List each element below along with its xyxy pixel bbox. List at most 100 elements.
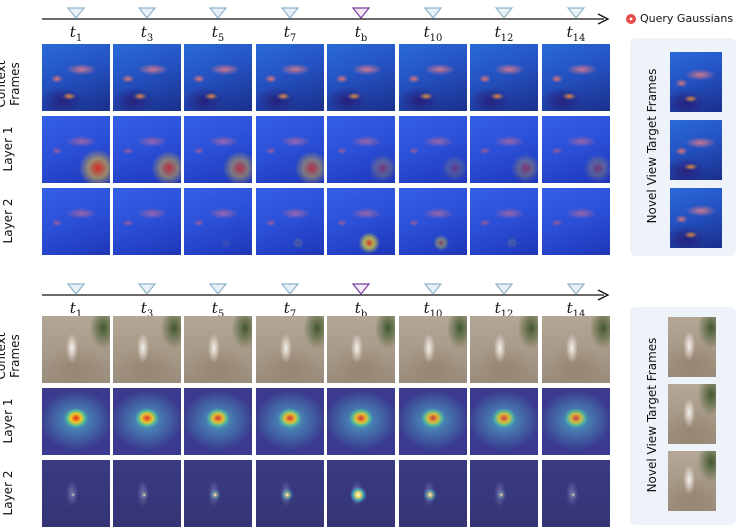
bottom-timestep-base: t (354, 299, 361, 317)
top-timestep-sub: 3 (146, 33, 154, 44)
bottom-timestep-sub: 3 (146, 309, 154, 320)
bottom-timestep-sub: 12 (500, 309, 514, 320)
top-timestep-label: t14 (556, 23, 596, 44)
fish-layer1-attention-frame (113, 116, 181, 183)
cat-layer2-attention-frame (327, 460, 395, 527)
fish-layer2-attention-frame (42, 188, 110, 255)
top-timestep-base: t (354, 23, 361, 41)
cat-layer2-attention-frame (184, 460, 252, 527)
bottom-timestep-base: t (494, 299, 501, 317)
cat-target-panel: Novel View Target Frames (630, 307, 736, 525)
bottom-timestep-label: t3 (127, 299, 167, 320)
bottom-timestep-sub: 7 (289, 309, 297, 320)
top-timestep-sub: 14 (572, 33, 586, 44)
fish-layer2-attention-frame (399, 188, 467, 255)
fish-row-label-context-line1: Context (0, 60, 8, 108)
bottom-timestep-marker-icon (280, 283, 300, 295)
bottom-timestep-label: tb (341, 299, 381, 320)
cat-layer1-attention-frame (327, 388, 395, 455)
top-timestep-marker-icon (494, 7, 514, 19)
cat-row-label-layer2-line1: Layer 2 (1, 470, 15, 515)
top-timestep-label: tb (341, 23, 381, 44)
cat-layer2-attention-frame (399, 460, 467, 527)
query-gaussians-dot (626, 13, 636, 24)
cat-context-frame (470, 316, 538, 383)
cat-context-frame (542, 316, 610, 383)
top-timestep-marker-icon (351, 7, 371, 19)
fish-context-frame (184, 44, 252, 111)
bottom-timestep-marker-icon (351, 283, 371, 295)
cat-layer1-attention-frame (256, 388, 324, 455)
bottom-timestep-marker-icon (137, 283, 157, 295)
fish-layer2-attention-frame (256, 188, 324, 255)
fish-layer1-attention-frame (256, 116, 324, 183)
fish-target-frame (670, 120, 722, 180)
fish-layer1-attention-frame (184, 116, 252, 183)
cat-target-frame (668, 451, 716, 511)
top-timestep-label: t10 (413, 23, 453, 44)
cat-target-panel-label: Novel View Target Frames (645, 337, 659, 493)
cat-target-frame (668, 384, 716, 444)
fish-layer1-attention-frame (42, 116, 110, 183)
cat-row-label-context: Context Frames (0, 322, 22, 390)
cat-layer1-attention-frame (399, 388, 467, 455)
fish-context-frame (542, 44, 610, 111)
fish-layer2-attention-frame (542, 188, 610, 255)
cat-context-frame (256, 316, 324, 383)
top-timestep-base: t (566, 23, 573, 41)
fish-row-label-layer1: Layer 1 (1, 115, 15, 183)
bottom-timestep-marker-icon (66, 283, 86, 295)
cat-layer1-attention-frame (42, 388, 110, 455)
top-timestep-label: t12 (484, 23, 524, 44)
bottom-timestep-base: t (566, 299, 573, 317)
cat-layer1-attention-frame (470, 388, 538, 455)
cat-layer2-attention-frame (542, 460, 610, 527)
fish-layer1-attention-frame (470, 116, 538, 183)
fish-context-frame (42, 44, 110, 111)
cat-target-frame (668, 317, 716, 377)
cat-context-frame (42, 316, 110, 383)
top-timestep-base: t (494, 23, 501, 41)
bottom-timestep-sub: 1 (75, 309, 83, 320)
top-timestep-sub: 5 (217, 33, 225, 44)
cat-row-label-layer2: Layer 2 (1, 459, 15, 527)
bottom-timestep-base: t (211, 299, 218, 317)
top-timestep-marker-icon (208, 7, 228, 19)
fish-row-label-context: Context Frames (0, 50, 22, 118)
top-timestep-label: t5 (198, 23, 238, 44)
fish-row-label-layer1-line1: Layer 1 (1, 126, 15, 171)
top-timestep-marker-icon (137, 7, 157, 19)
top-timestep-label: t3 (127, 23, 167, 44)
fish-target-frame (670, 188, 722, 248)
bottom-timestep-sub: 14 (572, 309, 586, 320)
legend: Query Gaussians (626, 12, 733, 25)
fish-context-frame (327, 44, 395, 111)
bottom-time-axis (42, 289, 610, 301)
cat-layer2-attention-frame (256, 460, 324, 527)
bottom-timestep-sub: 10 (429, 309, 443, 320)
top-timestep-sub: 12 (500, 33, 514, 44)
cat-row-label-layer1: Layer 1 (1, 387, 15, 455)
top-timestep-sub: b (360, 33, 368, 44)
fish-layer2-attention-frame (113, 188, 181, 255)
top-timestep-marker-icon (280, 7, 300, 19)
fish-target-panel: Novel View Target Frames (630, 38, 736, 256)
fish-row-label-layer2-line1: Layer 2 (1, 198, 15, 243)
fish-layer1-attention-frame (399, 116, 467, 183)
bottom-timestep-base: t (140, 299, 147, 317)
top-timestep-label: t7 (270, 23, 310, 44)
top-timestep-base: t (283, 23, 290, 41)
bottom-timestep-label: t1 (56, 299, 96, 320)
cat-context-frame (113, 316, 181, 383)
fish-row-label-layer2: Layer 2 (1, 187, 15, 255)
cat-context-frame (327, 316, 395, 383)
fish-target-panel-label: Novel View Target Frames (645, 68, 659, 224)
bottom-timestep-sub: 5 (217, 309, 225, 320)
bottom-axis-arrowhead (597, 289, 610, 301)
cat-row-label-context-line1: Context (0, 332, 8, 380)
fish-context-frame (470, 44, 538, 111)
bottom-timestep-label: t14 (556, 299, 596, 320)
fish-layer2-attention-frame (470, 188, 538, 255)
fish-target-frame (670, 52, 722, 112)
fish-layer1-attention-frame (542, 116, 610, 183)
